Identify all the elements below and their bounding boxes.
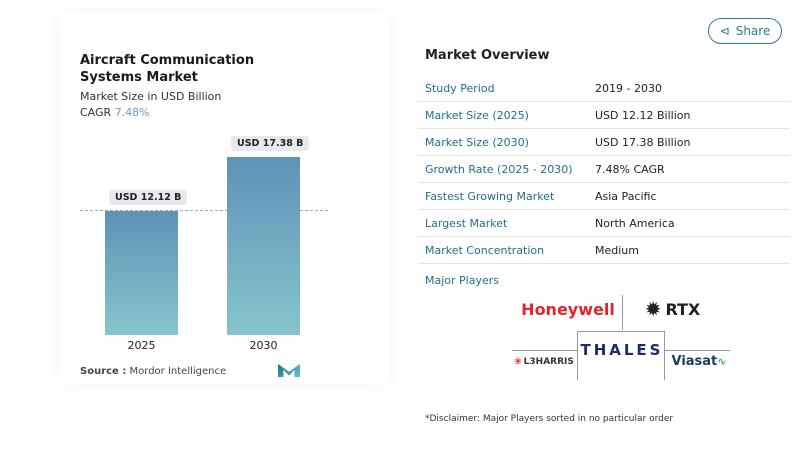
x-tick-label: 2025 bbox=[127, 339, 156, 352]
row-key: Largest Market bbox=[425, 216, 508, 230]
reference-line bbox=[80, 210, 328, 211]
row-value: 7.48% CAGR bbox=[595, 162, 665, 176]
row-key: Fastest Growing Market bbox=[425, 189, 555, 203]
row-key: Growth Rate (2025 - 2030) bbox=[425, 162, 573, 176]
overview-row: Growth Rate (2025 - 2030) 7.48% CAGR bbox=[418, 156, 790, 183]
overview-row: Market Size (2030) USD 17.38 Billion bbox=[418, 129, 790, 156]
x-tick-label: 2030 bbox=[249, 339, 278, 352]
overview-row: Fastest Growing Market Asia Pacific bbox=[418, 183, 790, 210]
share-button[interactable]: ⊲ Share bbox=[708, 18, 782, 44]
l3harris-text: L3HARRIS bbox=[523, 357, 574, 367]
honeywell-logo: Honeywell bbox=[521, 299, 615, 319]
cagr-value: 7.48% bbox=[114, 106, 150, 119]
viasat-wave-icon: ∿ bbox=[717, 354, 727, 368]
thales-logo: THALES bbox=[580, 341, 664, 359]
l3harris-globe-icon: ❀ bbox=[514, 357, 522, 367]
cagr: CAGR 7.48% bbox=[80, 106, 150, 119]
row-key: Market Size (2025) bbox=[425, 108, 529, 122]
source-name: Mordor Intelligence bbox=[129, 366, 227, 377]
viasat-text: Viasat bbox=[671, 353, 718, 369]
overview-row: Market Concentration Medium bbox=[418, 237, 790, 264]
row-key: Market Concentration bbox=[425, 243, 545, 257]
row-value: Medium bbox=[595, 243, 639, 257]
source: Source : Mordor Intelligence bbox=[80, 366, 226, 377]
data-label: USD 12.12 B bbox=[109, 189, 188, 205]
overview-title: Market Overview bbox=[425, 48, 550, 63]
l3harris-logo: ❀ L3HARRIS bbox=[513, 354, 575, 370]
bar-2025 bbox=[105, 210, 178, 335]
rtx-burst-icon: ✹ bbox=[644, 297, 662, 321]
cagr-label: CAGR bbox=[80, 106, 112, 119]
row-key: Market Size (2030) bbox=[425, 135, 529, 149]
chart-title: Aircraft Communication Systems Market bbox=[80, 53, 255, 85]
disclaimer: *Disclaimer: Major Players sorted in no … bbox=[425, 414, 674, 424]
overview-row: Market Size (2025) USD 12.12 Billion bbox=[418, 102, 790, 129]
row-value: USD 12.12 Billion bbox=[595, 108, 691, 122]
overview-row: Study Period 2019 - 2030 bbox=[418, 75, 790, 102]
row-value: Asia Pacific bbox=[595, 189, 657, 203]
overview-row: Largest Market North America bbox=[418, 210, 790, 237]
major-players-title: Major Players bbox=[425, 274, 499, 287]
row-value: North America bbox=[595, 216, 675, 230]
row-key: Study Period bbox=[425, 81, 495, 95]
viasat-logo: Viasat ∿ bbox=[668, 352, 730, 370]
rtx-logo: ✹ RTX bbox=[635, 296, 710, 322]
source-label: Source : bbox=[80, 366, 127, 377]
logo-grid bbox=[512, 295, 730, 380]
share-label: Share bbox=[735, 24, 771, 38]
share-icon: ⊲ bbox=[719, 24, 730, 38]
rtx-text: RTX bbox=[665, 299, 701, 319]
row-value: USD 17.38 Billion bbox=[595, 135, 691, 149]
data-label: USD 17.38 B bbox=[231, 135, 310, 151]
bar-2030 bbox=[227, 156, 300, 335]
row-value: 2019 - 2030 bbox=[595, 81, 662, 95]
chart-subtitle: Market Size in USD Billion bbox=[80, 90, 222, 103]
